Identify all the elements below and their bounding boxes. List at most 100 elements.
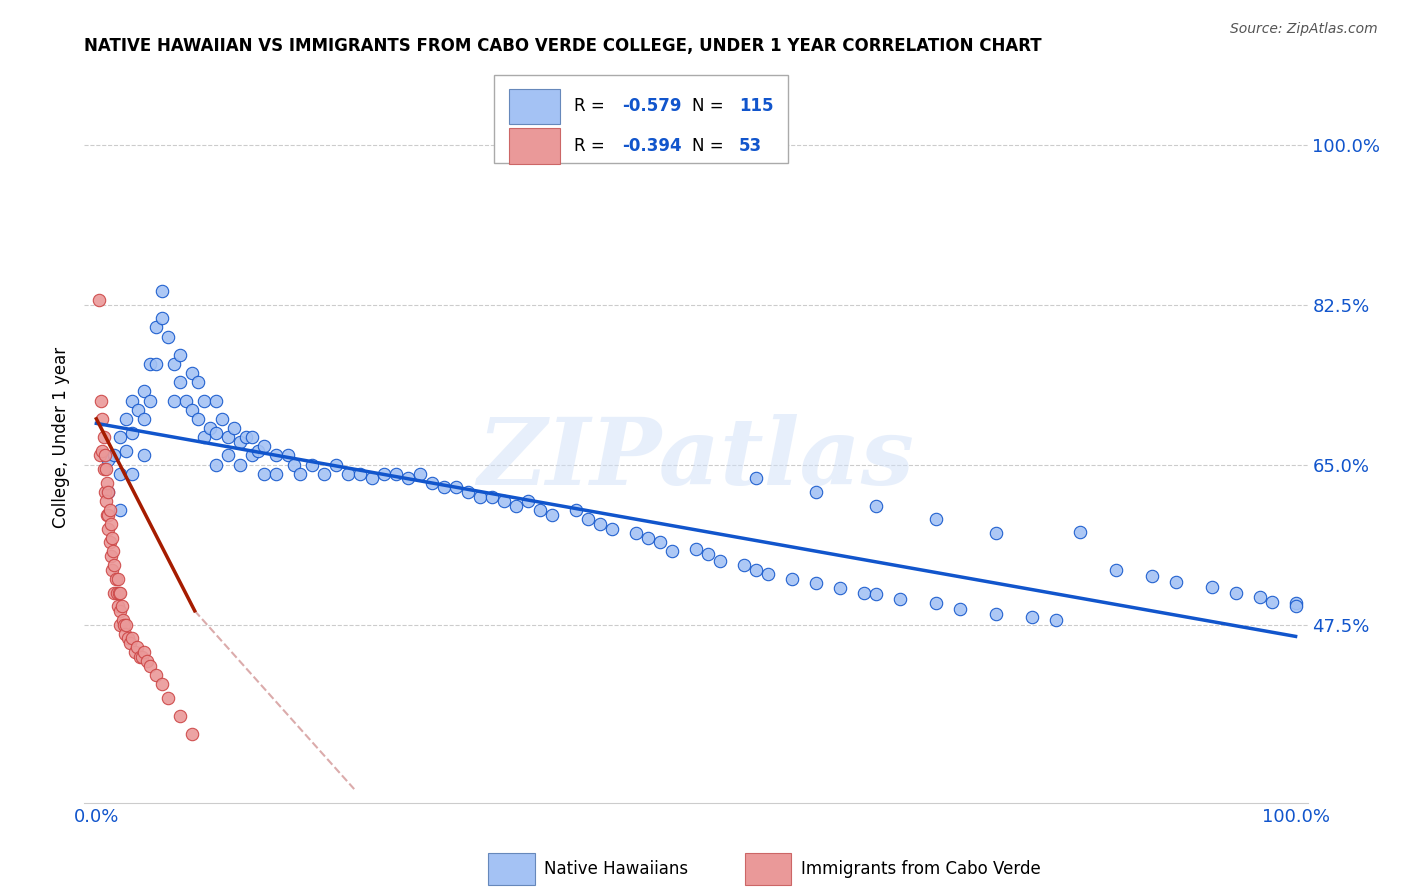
Point xyxy=(1249,590,1271,604)
Point xyxy=(745,563,768,577)
Point xyxy=(852,585,875,599)
Point xyxy=(110,617,132,632)
Point xyxy=(409,467,432,481)
Point xyxy=(114,626,136,640)
Text: 53: 53 xyxy=(738,137,762,155)
Point xyxy=(984,526,1007,541)
Point xyxy=(205,425,228,440)
Point xyxy=(865,499,887,513)
Point xyxy=(624,526,647,541)
Point xyxy=(108,585,131,599)
Point xyxy=(169,348,191,362)
Point xyxy=(433,480,456,494)
Point xyxy=(105,585,128,599)
Point xyxy=(163,393,186,408)
Point xyxy=(756,567,779,582)
Point xyxy=(121,467,143,481)
Point xyxy=(468,490,491,504)
Point xyxy=(98,503,121,517)
Point xyxy=(97,453,120,467)
Point xyxy=(1021,610,1043,624)
Point xyxy=(93,448,117,462)
Point xyxy=(91,443,114,458)
Point xyxy=(101,563,124,577)
Point xyxy=(804,485,827,500)
Point xyxy=(104,572,127,586)
Point xyxy=(101,544,124,558)
Point xyxy=(110,430,132,444)
Point xyxy=(697,547,720,561)
Point xyxy=(804,576,827,591)
Point xyxy=(181,366,204,380)
Point xyxy=(217,430,239,444)
Point xyxy=(925,512,948,526)
Point xyxy=(193,393,215,408)
Point xyxy=(517,494,540,508)
Point xyxy=(118,636,141,650)
Point xyxy=(325,458,347,472)
Point xyxy=(100,549,122,563)
Point xyxy=(134,384,156,399)
Text: -0.394: -0.394 xyxy=(623,137,682,155)
Point xyxy=(217,448,239,462)
Point xyxy=(150,677,173,691)
Point xyxy=(1225,585,1247,599)
Point xyxy=(205,458,228,472)
Point xyxy=(187,376,209,390)
Point xyxy=(163,357,186,371)
Point xyxy=(134,412,156,426)
Point xyxy=(181,727,204,741)
Text: ZIPatlas: ZIPatlas xyxy=(478,414,914,504)
FancyBboxPatch shape xyxy=(745,853,792,885)
Point xyxy=(107,572,129,586)
Point xyxy=(637,531,659,545)
Point xyxy=(283,458,305,472)
Point xyxy=(97,485,120,500)
Point xyxy=(87,293,110,307)
Point xyxy=(97,521,120,535)
Point xyxy=(541,508,564,522)
Point xyxy=(385,467,408,481)
Point xyxy=(135,654,157,668)
Point xyxy=(117,632,139,646)
Point xyxy=(187,412,209,426)
Point xyxy=(925,597,948,611)
Point xyxy=(128,649,150,664)
Point xyxy=(93,485,117,500)
Point xyxy=(264,467,287,481)
Point xyxy=(98,535,121,549)
Text: R =: R = xyxy=(574,97,610,115)
Point xyxy=(110,503,132,517)
Text: N =: N = xyxy=(692,97,730,115)
Text: Native Hawaiians: Native Hawaiians xyxy=(544,860,689,878)
Point xyxy=(253,439,276,453)
FancyBboxPatch shape xyxy=(488,853,534,885)
Point xyxy=(110,467,132,481)
FancyBboxPatch shape xyxy=(509,128,560,163)
Point xyxy=(145,667,167,681)
Point xyxy=(110,604,132,618)
Point xyxy=(91,412,114,426)
Point xyxy=(1164,574,1187,589)
Point xyxy=(235,430,257,444)
Point xyxy=(139,658,162,673)
Point xyxy=(97,508,120,522)
Point xyxy=(661,544,683,558)
Point xyxy=(828,581,851,595)
Point xyxy=(240,430,263,444)
Text: Source: ZipAtlas.com: Source: ZipAtlas.com xyxy=(1230,22,1378,37)
Point xyxy=(193,430,215,444)
Point xyxy=(420,475,443,490)
Point xyxy=(1105,563,1128,577)
Point xyxy=(205,393,228,408)
Point xyxy=(94,494,117,508)
Point xyxy=(444,480,467,494)
Point xyxy=(576,512,599,526)
Point xyxy=(115,617,138,632)
Point xyxy=(124,645,146,659)
Point xyxy=(865,587,887,601)
Point xyxy=(780,572,803,586)
Point xyxy=(361,471,384,485)
Point xyxy=(301,458,323,472)
Point xyxy=(100,516,122,531)
